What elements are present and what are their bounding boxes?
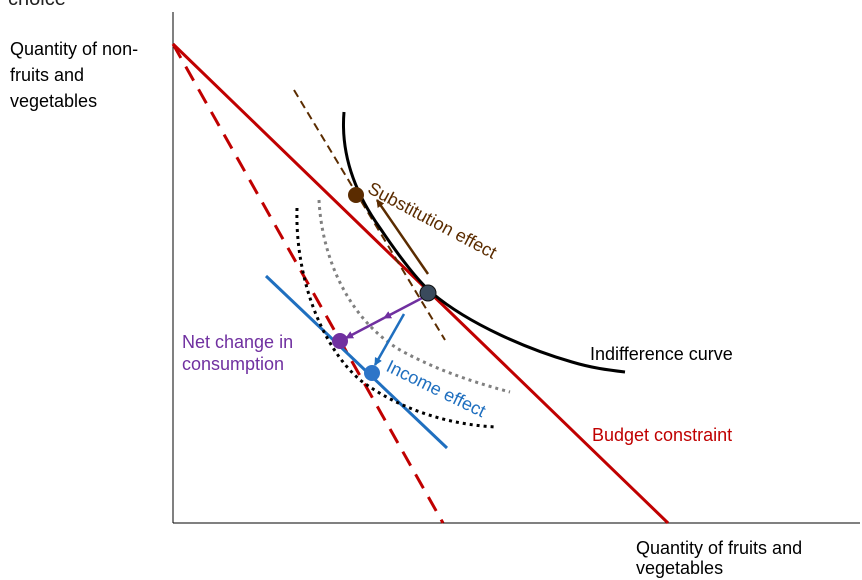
- income-point: [364, 365, 380, 381]
- x-axis-label: Quantity of fruits and vegetables: [636, 538, 803, 578]
- indifference-curve-label: Indifference curve: [590, 344, 733, 364]
- y-axis-label: Quantity of non-fruits and vegetables: [10, 39, 139, 111]
- substitution-effect-arrow: [375, 199, 430, 275]
- new-budget-constraint-dashed: [171, 43, 445, 524]
- net-change-point: [332, 333, 348, 349]
- substitution-point: [348, 187, 364, 203]
- compensated-budget-line: [293, 89, 446, 341]
- income-effect-arrow: [373, 313, 406, 366]
- net-change-label: Net change in consumption: [182, 332, 294, 374]
- intermediate-indifference-curve: [317, 199, 511, 394]
- net-change-arrow-2: [345, 316, 385, 340]
- net-change-arrow-1: [383, 294, 427, 320]
- budget-constraint-label: Budget constraint: [592, 425, 733, 445]
- shifted-budget-line: [264, 274, 449, 450]
- new-indifference-curve: [295, 207, 498, 429]
- title-fragment: choice: [8, 0, 66, 11]
- original-optimum-point: [419, 284, 437, 302]
